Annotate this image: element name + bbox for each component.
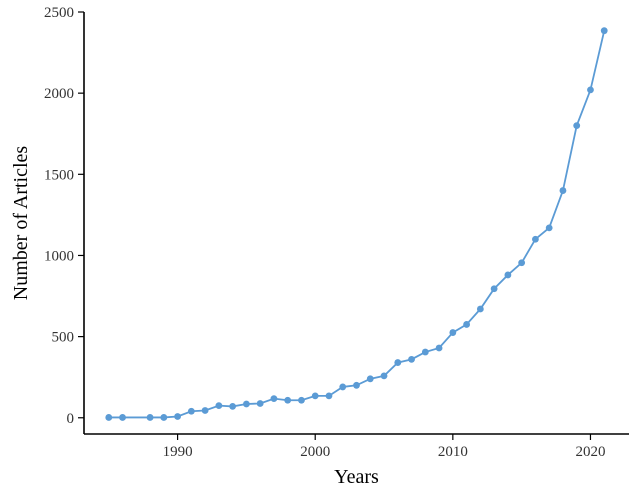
data-point (174, 413, 181, 420)
x-tick-label: 2020 (575, 444, 605, 460)
y-tick-label: 2000 (44, 86, 74, 102)
y-axis-label: Number of Articles (10, 146, 32, 301)
data-point (215, 402, 223, 409)
data-point (380, 372, 388, 380)
data-point (559, 187, 567, 194)
data-point (449, 329, 457, 336)
data-point (160, 414, 168, 421)
y-tick-label: 1000 (44, 248, 74, 264)
data-point (270, 395, 278, 403)
data-point (353, 381, 360, 389)
data-point (298, 396, 305, 404)
x-axis-label: Years (334, 466, 379, 488)
data-point (201, 407, 209, 414)
x-axis-ticks: 1990 2000 2010 2020 (163, 434, 605, 460)
series-line (108, 30, 606, 419)
data-point (600, 27, 608, 35)
data-point (229, 403, 237, 410)
data-point (545, 224, 553, 232)
data-point (311, 392, 319, 400)
data-point (463, 321, 471, 328)
data-point (532, 235, 539, 243)
data-point (119, 414, 126, 421)
y-tick-label: 0 (67, 411, 75, 427)
data-point (256, 400, 264, 407)
x-tick-label: 2000 (300, 444, 330, 460)
data-point (421, 348, 429, 356)
y-axis-ticks: 0 500 1000 1500 2000 2500 (44, 5, 84, 427)
y-tick-label: 500 (52, 330, 75, 346)
x-tick-label: 1990 (163, 444, 193, 460)
data-point (408, 355, 415, 363)
data-point (284, 396, 292, 404)
data-point (573, 122, 581, 130)
data-point (105, 414, 113, 421)
data-point (146, 414, 154, 421)
series-points (105, 27, 608, 421)
data-point (242, 400, 250, 408)
plot-area: 0 500 1000 1500 2000 2500 1990 2000 2010 2020 (44, 5, 629, 460)
data-point (435, 344, 443, 352)
y-tick-label: 2500 (44, 5, 74, 21)
data-point (339, 383, 347, 391)
data-point (325, 392, 333, 400)
data-point (518, 259, 526, 267)
data-point (187, 407, 195, 415)
data-point (366, 375, 374, 383)
x-tick-label: 2010 (438, 444, 468, 460)
data-point (587, 86, 594, 94)
data-point (394, 359, 402, 366)
data-point (504, 271, 512, 279)
y-tick-label: 1500 (44, 167, 74, 183)
data-point (476, 305, 484, 313)
data-point (490, 285, 498, 293)
